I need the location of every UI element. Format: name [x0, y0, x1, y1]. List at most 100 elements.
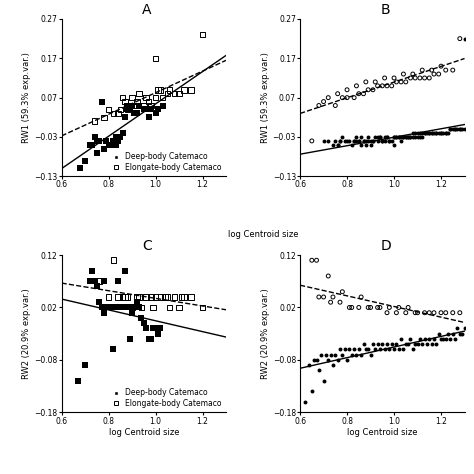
Point	[365, 304, 372, 311]
Legend: Deep-body Catemaco, Elongate-body Catemaco: Deep-body Catemaco, Elongate-body Catema…	[108, 388, 222, 409]
Point	[383, 82, 391, 90]
Point	[353, 351, 360, 358]
Point	[360, 137, 367, 145]
Point	[114, 277, 122, 285]
Point	[346, 346, 353, 353]
Point	[428, 66, 436, 74]
Y-axis label: RW2 (20.9% exp.var.): RW2 (20.9% exp.var.)	[261, 288, 270, 379]
Point	[357, 141, 365, 149]
Point	[381, 346, 388, 353]
Y-axis label: RW2 (20.9% exp.var.): RW2 (20.9% exp.var.)	[22, 288, 31, 379]
Point	[105, 106, 112, 113]
Point	[390, 141, 398, 149]
Point	[362, 346, 370, 353]
Point	[433, 129, 440, 137]
Point	[392, 340, 400, 348]
Point	[367, 137, 374, 145]
Y-axis label: RW1 (59.3% exp.var.): RW1 (59.3% exp.var.)	[261, 52, 270, 143]
Point	[329, 293, 337, 301]
Point	[124, 106, 131, 113]
Point	[121, 98, 129, 105]
Point	[348, 141, 356, 149]
Point	[91, 118, 98, 125]
Point	[308, 388, 316, 395]
Point	[175, 90, 183, 98]
Point	[187, 86, 195, 93]
Point	[456, 309, 464, 317]
Point	[374, 137, 382, 145]
Point	[451, 125, 459, 133]
Point	[416, 133, 424, 141]
Point	[138, 304, 146, 311]
Point	[411, 133, 419, 141]
Point	[109, 304, 117, 311]
Point	[105, 304, 112, 311]
Point	[100, 145, 108, 153]
Point	[442, 309, 449, 317]
Point	[100, 309, 108, 317]
Point	[327, 299, 334, 306]
Point	[121, 267, 129, 274]
Point	[325, 94, 332, 101]
Point	[357, 293, 365, 301]
Point	[338, 288, 346, 295]
Point	[154, 330, 162, 337]
Point	[121, 293, 129, 301]
Point	[365, 137, 372, 145]
Point	[338, 94, 346, 101]
Point	[404, 133, 412, 141]
Point	[355, 90, 363, 98]
Point	[362, 137, 370, 145]
Point	[331, 102, 339, 109]
Point	[447, 125, 454, 133]
Point	[397, 137, 405, 145]
Point	[379, 137, 386, 145]
Point	[355, 346, 363, 353]
Point	[128, 94, 136, 101]
Point	[365, 133, 372, 141]
Point	[199, 304, 206, 311]
Point	[426, 335, 433, 343]
Point	[320, 137, 328, 145]
Point	[329, 361, 337, 369]
Point	[100, 114, 108, 121]
Point	[376, 346, 384, 353]
Point	[435, 70, 442, 78]
Point	[102, 137, 110, 145]
Point	[381, 74, 388, 82]
Point	[435, 129, 442, 137]
Point	[376, 133, 384, 141]
Point	[88, 141, 96, 149]
Point	[442, 129, 449, 137]
Point	[138, 314, 146, 322]
Point	[124, 304, 131, 311]
Point	[400, 133, 407, 141]
Point	[374, 304, 382, 311]
Point	[152, 94, 159, 101]
Point	[456, 125, 464, 133]
Point	[142, 293, 150, 301]
Point	[381, 133, 388, 141]
Point	[159, 94, 166, 101]
Point	[456, 35, 464, 43]
Point	[140, 106, 147, 113]
Point	[95, 299, 103, 306]
Point	[124, 106, 131, 113]
Point	[161, 293, 169, 301]
Point	[136, 304, 143, 311]
Point	[350, 346, 358, 353]
Point	[419, 340, 426, 348]
Point	[407, 335, 414, 343]
Point	[133, 299, 141, 306]
Point	[93, 137, 100, 145]
Point	[338, 133, 346, 141]
Point	[407, 74, 414, 82]
Point	[82, 157, 89, 164]
Point	[385, 304, 393, 311]
Point	[86, 141, 93, 149]
Point	[320, 98, 328, 105]
Point	[109, 346, 117, 353]
Point	[128, 304, 136, 311]
Point	[421, 74, 428, 82]
Point	[390, 133, 398, 141]
